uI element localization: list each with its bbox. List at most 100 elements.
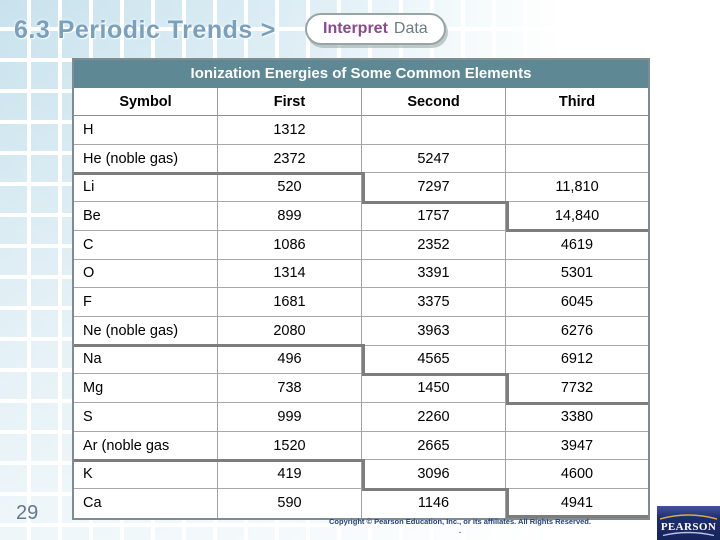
cell-symbol: O [74,259,218,289]
step-border [74,171,365,175]
step-border [362,171,365,204]
cell-third: 7732 [506,374,648,404]
cell-second: 4565 [362,345,506,375]
cell-first: 1681 [218,288,362,317]
column-header-third: Third [506,88,648,116]
table-header-row: Symbol First Second Third [74,88,648,116]
copyright-notice: Copyright © Pearson Education, Inc., or … [300,517,620,535]
logo-wordmark: PEARSON [661,521,716,533]
copyright-line2: . [458,526,462,535]
column-header-first: First [218,88,362,116]
step-border [506,401,648,405]
cell-first: 899 [218,202,362,231]
cell-third: 14,840 [506,202,648,231]
ionization-table: Ionization Energies of Some Common Eleme… [72,58,650,520]
cell-third: 3947 [506,432,648,461]
page-number: 29 [16,502,39,524]
table-row: Mg 738 1450 7732 [74,374,648,404]
table-row: Li 520 7297 11,810 [74,173,648,203]
step-border [506,515,648,518]
table-row: Ne (noble gas) 2080 3963 6276 [74,316,648,346]
cell-first: 496 [218,345,362,375]
cell-third: 6276 [506,317,648,346]
table-row: Ca 590 1146 4941 [74,489,648,518]
interpret-data-button[interactable]: Interpret Data [305,13,446,45]
cell-second: 2665 [362,431,506,461]
interpret-label: Interpret [323,20,388,37]
cell-first: 419 [218,460,362,490]
cell-symbol: Ar (noble gas [74,431,218,461]
logo-bottom-arc [662,531,715,537]
copyright-text: Copyright © Pearson Education, Inc., or … [329,517,591,526]
step-border [362,200,509,204]
chevron-separator: > [260,16,276,44]
step-border [362,487,509,491]
data-label: Data [393,20,428,37]
cell-second: 3375 [362,288,506,317]
cell-third [506,116,648,145]
pearson-logo: PEARSON [657,506,720,540]
step-border [74,344,365,348]
cell-first: 2080 [218,316,362,346]
step-border [506,372,509,405]
table-row: C 1086 2352 4619 [74,230,648,260]
slide-title-text: 6.3 Periodic Trends [14,16,253,44]
step-border [362,459,365,491]
table-body: H 1312 He (noble gas) 2372 5247 Li 520 7297 11,8… [74,116,648,518]
cell-third: 3380 [506,403,648,432]
cell-second: 2352 [362,230,506,260]
cell-symbol: F [74,288,218,317]
step-border [506,229,648,233]
cell-first: 2372 [218,144,362,174]
table-row: F 1681 3375 6045 [74,288,648,317]
cell-third: 6045 [506,288,648,317]
cell-symbol: Be [74,202,218,231]
cell-second: 3096 [362,460,506,490]
cell-first: 1314 [218,259,362,289]
cell-symbol: Ca [74,489,218,518]
cell-symbol: Li [74,173,218,203]
cell-first: 590 [218,489,362,518]
cell-symbol: Na [74,345,218,375]
cell-second: 3391 [362,259,506,289]
cell-symbol: C [74,230,218,260]
cell-third [506,145,648,174]
cell-first: 1086 [218,230,362,260]
table-row: S 999 2260 3380 [74,403,648,432]
cell-third: 5301 [506,260,648,289]
step-border [506,487,509,518]
cell-first: 1312 [218,116,362,145]
cell-second: 5247 [362,144,506,174]
table-row: Na 496 4565 6912 [74,345,648,375]
cell-symbol: He (noble gas) [74,144,218,174]
cell-symbol: Ne (noble gas) [74,316,218,346]
cell-second: 3963 [362,316,506,346]
cell-second: 1146 [362,489,506,518]
cell-second: 1757 [362,202,506,231]
table-row: Be 899 1757 14,840 [74,202,648,231]
cell-second: 7297 [362,173,506,203]
cell-second [362,116,506,145]
cell-symbol: S [74,403,218,432]
cell-first: 520 [218,173,362,203]
cell-second: 1450 [362,374,506,404]
cell-third: 4619 [506,231,648,260]
table-row: O 1314 3391 5301 [74,259,648,289]
column-header-second: Second [362,88,506,116]
table-row: He (noble gas) 2372 5247 [74,144,648,174]
cell-first: 1520 [218,431,362,461]
table-row: Ar (noble gas 1520 2665 3947 [74,431,648,461]
table-title: Ionization Energies of Some Common Eleme… [74,60,648,88]
cell-first: 738 [218,374,362,404]
cell-first: 999 [218,403,362,432]
logo-top-arc [659,514,718,520]
step-border [74,459,365,463]
slide-title: 6.3 Periodic Trends > [14,16,276,45]
cell-symbol: H [74,116,218,145]
cell-third: 4941 [560,495,594,512]
cell-symbol: K [74,460,218,490]
table-row: K 419 3096 4600 [74,460,648,490]
cell-second: 2260 [362,403,506,432]
step-border [506,200,509,233]
